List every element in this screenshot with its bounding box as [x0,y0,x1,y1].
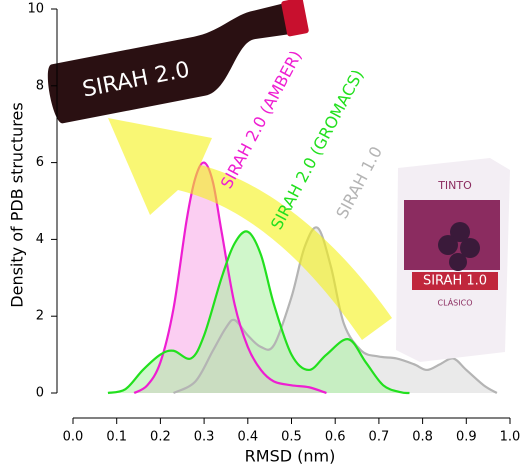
carton-title: TINTO [437,179,472,192]
line [107,230,410,395]
y-tick-label: 10 [27,2,44,17]
carton-band [412,272,498,290]
x-axis-title: RMSD (nm) [245,447,336,466]
y-tick-label: 2 [36,309,44,324]
bottle-body [47,1,296,124]
x-tick-label: 0.3 [194,430,215,445]
bottle-cap [281,0,309,37]
x-tick-label: 0.0 [63,430,84,445]
x-tick-label: 0.1 [106,430,127,445]
y-axis-title: Density of PDB structures [8,102,27,307]
x-tick-label: 0.4 [237,430,258,445]
x-tick-label: 0.6 [325,430,346,445]
x-tick-label: 1.0 [500,430,520,445]
y-tick-label: 6 [36,155,44,170]
x-tick-label: 0.2 [150,430,171,445]
area [107,231,410,394]
y-tick-label: 8 [36,78,44,93]
x-tick-label: 0.5 [281,430,302,445]
x-tick-label: 0.7 [369,430,390,445]
x-tick-label: 0.8 [412,430,433,445]
area [134,162,327,393]
bottle: SIRAH 2.0 [47,0,309,124]
series-label: SIRAH 1.0 [332,143,386,222]
carton: TINTO SIRAH 1.0 CLÁSICO [396,158,510,362]
y-tick-label: 0 [36,386,44,401]
y-tick-label: 4 [36,232,44,247]
x-tick-label: 0.9 [456,430,477,445]
arrow [108,118,392,340]
carton-label: SIRAH 1.0 [423,274,487,289]
carton-sub: CLÁSICO [437,297,472,308]
